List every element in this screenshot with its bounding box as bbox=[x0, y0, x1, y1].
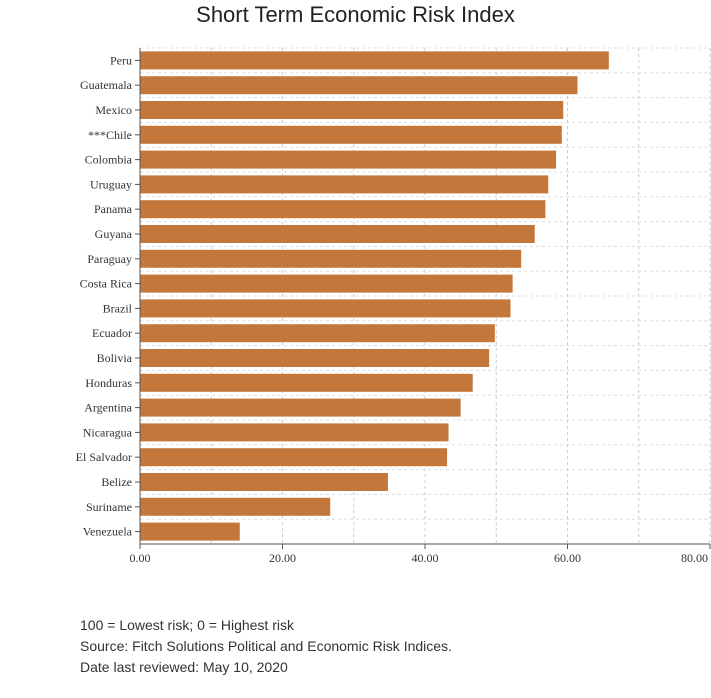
bar bbox=[140, 274, 513, 293]
bar bbox=[140, 125, 562, 144]
bar bbox=[140, 373, 473, 392]
y-tick-label: Guatemala bbox=[80, 78, 133, 92]
x-tick-label: 20.00 bbox=[269, 551, 296, 565]
bar bbox=[140, 150, 557, 169]
y-tick-label: ***Chile bbox=[88, 128, 132, 142]
bar bbox=[140, 349, 490, 367]
bar bbox=[140, 175, 549, 194]
bar bbox=[140, 423, 449, 442]
x-tick-label: 0.00 bbox=[130, 551, 151, 565]
bar bbox=[140, 200, 546, 219]
y-tick-label: Honduras bbox=[85, 376, 132, 390]
note-source: Source: Fitch Solutions Political and Ec… bbox=[80, 638, 452, 654]
y-tick-label: Argentina bbox=[84, 401, 132, 415]
y-tick-label: Venezuela bbox=[83, 525, 133, 539]
bar bbox=[140, 51, 609, 70]
y-tick-label: Panama bbox=[94, 202, 133, 216]
y-tick-label: Guyana bbox=[95, 227, 133, 241]
y-tick-label: Ecuador bbox=[92, 326, 132, 340]
chart-title: Short Term Economic Risk Index bbox=[196, 2, 515, 27]
bar bbox=[140, 225, 535, 243]
y-tick-label: Bolivia bbox=[97, 351, 133, 365]
bar bbox=[140, 324, 495, 343]
bar bbox=[140, 522, 240, 541]
note-risk-scale: 100 = Lowest risk; 0 = Highest risk bbox=[80, 617, 294, 633]
bar bbox=[140, 101, 564, 119]
bar bbox=[140, 299, 511, 318]
y-tick-label: Uruguay bbox=[90, 177, 132, 191]
y-tick-label: El Salvador bbox=[76, 450, 132, 464]
y-tick-label: Belize bbox=[101, 475, 132, 489]
bar bbox=[140, 398, 461, 417]
y-tick-label: Suriname bbox=[86, 500, 132, 514]
bar-chart: Peru Guatemala Mexico ***Chile Colombia Urugu… bbox=[76, 47, 711, 565]
note-date-reviewed: Date last reviewed: May 10, 2020 bbox=[80, 659, 288, 675]
bar bbox=[140, 249, 522, 268]
bar bbox=[140, 473, 388, 491]
x-tick-label: 80.00 bbox=[681, 551, 708, 565]
chart-notes: 100 = Lowest risk; 0 = Highest risk Sour… bbox=[80, 615, 452, 678]
bar bbox=[140, 497, 331, 516]
bar bbox=[140, 76, 578, 95]
y-tick-label: Peru bbox=[110, 53, 132, 67]
y-tick-label: Brazil bbox=[103, 301, 133, 315]
bar bbox=[140, 448, 448, 467]
y-tick-label: Nicaragua bbox=[83, 425, 133, 439]
y-tick-label: Costa Rica bbox=[80, 277, 133, 291]
y-tick-label: Colombia bbox=[85, 153, 133, 167]
x-tick-label: 60.00 bbox=[554, 551, 581, 565]
y-tick-label: Paraguay bbox=[87, 252, 132, 266]
y-tick-label: Mexico bbox=[95, 103, 132, 117]
x-tick-label: 40.00 bbox=[412, 551, 439, 565]
